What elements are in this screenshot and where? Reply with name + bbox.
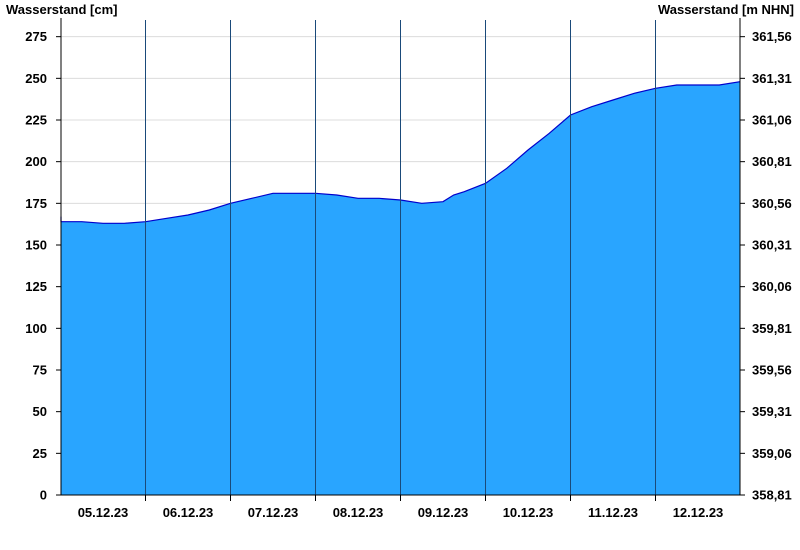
x-tick-label: 07.12.23 — [248, 505, 299, 520]
y-axis-right-title: Wasserstand [m NHN] — [658, 2, 794, 17]
y-tick-label-right: 359,31 — [752, 404, 792, 419]
y-tick-label-right: 358,81 — [752, 488, 792, 503]
x-tick-label: 06.12.23 — [163, 505, 214, 520]
x-tick-label: 12.12.23 — [673, 505, 724, 520]
y-tick-label-right: 360,31 — [752, 238, 792, 253]
x-tick-label: 05.12.23 — [78, 505, 129, 520]
y-tick-label-right: 360,06 — [752, 279, 792, 294]
y-tick-label-left: 175 — [25, 196, 47, 211]
day-separators — [145, 20, 656, 495]
y-tick-label-left: 200 — [25, 154, 47, 169]
y-tick-label-left: 0 — [40, 488, 47, 503]
y-tick-label-right: 361,56 — [752, 29, 792, 44]
y-tick-label-right: 361,31 — [752, 71, 792, 86]
y-tick-label-left: 75 — [33, 363, 47, 378]
y-tick-label-right: 359,06 — [752, 446, 792, 461]
y-tick-label-right: 360,81 — [752, 154, 792, 169]
y-axis-left-title: Wasserstand [cm] — [6, 2, 118, 17]
x-tick-label: 08.12.23 — [333, 505, 384, 520]
x-tick-label: 10.12.23 — [503, 505, 554, 520]
y-tick-label-left: 250 — [25, 71, 47, 86]
y-tick-label-left: 100 — [25, 321, 47, 336]
y-tick-label-right: 360,56 — [752, 196, 792, 211]
y-tick-label-left: 150 — [25, 238, 47, 253]
y-tick-label-left: 225 — [25, 113, 47, 128]
y-tick-label-right: 359,56 — [752, 363, 792, 378]
x-tick-label: 09.12.23 — [418, 505, 469, 520]
y-tick-label-left: 125 — [25, 279, 47, 294]
y-tick-label-left: 25 — [33, 446, 47, 461]
y-tick-label-right: 361,06 — [752, 113, 792, 128]
y-tick-label-left: 50 — [33, 404, 47, 419]
y-tick-label-right: 359,81 — [752, 321, 792, 336]
x-tick-label: 11.12.23 — [588, 505, 638, 520]
y-tick-label-left: 275 — [25, 29, 47, 44]
axes: 0 358,81 25 359,06 50 359,31 75 359,56 100 359,81… — [25, 18, 792, 520]
water-level-line — [60, 81, 741, 224]
